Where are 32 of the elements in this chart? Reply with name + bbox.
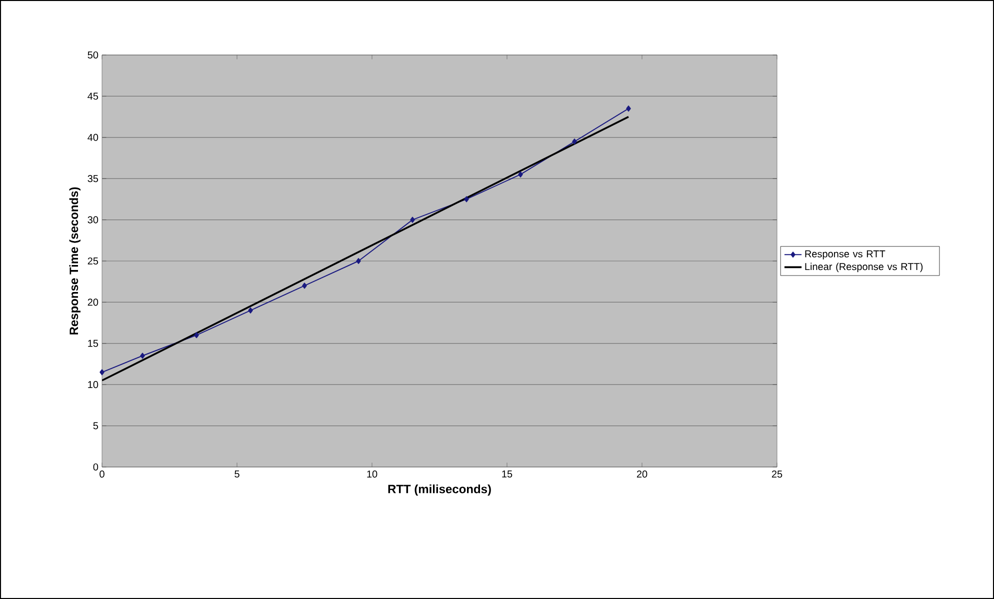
point xyxy=(572,138,577,145)
y-tick-label: 45 xyxy=(88,92,98,100)
point xyxy=(410,216,415,223)
point xyxy=(140,352,145,359)
y-tick-label: 15 xyxy=(88,340,98,347)
y-tick-label: 20 xyxy=(88,298,98,306)
x-tick-label: 25 xyxy=(772,470,782,478)
point xyxy=(518,171,523,178)
legend-label: Response vs RTT xyxy=(805,250,886,260)
x-tick-label: 20 xyxy=(636,470,648,478)
x-tick-label: 10 xyxy=(367,470,378,478)
x-tick-label: 5 xyxy=(234,470,240,478)
y-tick-label: 5 xyxy=(93,422,98,430)
point xyxy=(356,258,361,264)
point xyxy=(464,196,469,202)
point xyxy=(100,369,104,376)
y-tick-label: 40 xyxy=(88,134,98,141)
y-tick-label: 50 xyxy=(88,51,98,59)
y-tick-label: 10 xyxy=(88,381,98,388)
point xyxy=(302,282,307,289)
y-axis-title: Response Time (seconds) xyxy=(69,187,80,334)
x-tick-label: 15 xyxy=(502,470,512,478)
legend-label: Linear (Response vs RTT) xyxy=(805,262,923,272)
y-tick-label: 25 xyxy=(88,257,98,265)
point xyxy=(626,106,631,112)
x-tick-label: 0 xyxy=(100,470,104,478)
y-tick-label: 30 xyxy=(88,216,98,224)
y-tick-label: 0 xyxy=(93,463,98,471)
point xyxy=(194,332,199,338)
x-axis-title: RTT (miliseconds) xyxy=(388,484,491,496)
point xyxy=(248,307,253,314)
y-tick-label: 35 xyxy=(88,175,98,182)
